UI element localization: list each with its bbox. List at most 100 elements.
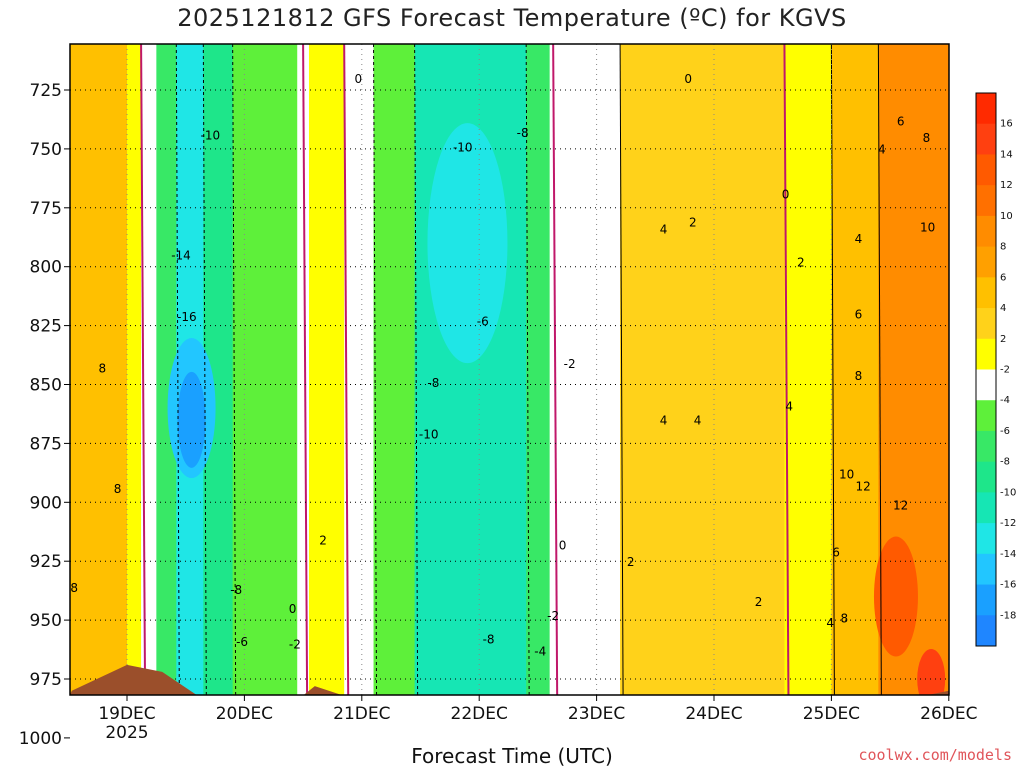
pressure-axis: 725 750 775 800 825 850 875 900 925 950 975 1000 [19, 81, 70, 749]
contour-label-27: 2 [627, 555, 635, 569]
colorbar-label-16: 16 [1000, 119, 1013, 130]
isotherm-8 [877, 44, 882, 695]
contour-label-34: 4 [855, 232, 863, 246]
contour-label-23: 0 [684, 72, 692, 86]
colorbar-swatch-4 [976, 308, 996, 340]
colorbar-label-10: 10 [1000, 211, 1013, 222]
contour-label-31: 4 [785, 399, 793, 413]
x-axis-label: Forecast Time (UTC) [411, 744, 613, 768]
isotherm-1 [202, 44, 207, 695]
contour-label-43: 12 [893, 498, 908, 512]
freezing-contour-2 [343, 44, 350, 695]
contour-label-16: -10 [419, 428, 439, 442]
contour-label-4: 8 [99, 362, 107, 376]
colorbar-swatch-2 [976, 338, 996, 370]
temperature-band-6 [232, 44, 299, 695]
colorbar-label-2: 2 [1000, 334, 1006, 345]
colorbar-swatch-18 [976, 93, 996, 125]
contour-label-1: -10 [201, 128, 221, 142]
temperature-fill-bands [70, 44, 949, 695]
y-tick-label-775: 775 [30, 199, 62, 219]
colorbar-label-6: 6 [1000, 272, 1006, 283]
isotherm-7 [830, 44, 835, 695]
y-tick-label-800: 800 [30, 258, 62, 278]
colorbar-legend: 16 14 12 10 8 6 4 2 -2 -4 -6 -8 -10 -12 -14 -16 -18 [975, 92, 1016, 647]
colorbar-swatch--4 [976, 400, 996, 432]
temperature-band-2 [141, 44, 158, 695]
contour-label-12: -10 [453, 140, 473, 154]
colorbar-swatch-12 [976, 185, 996, 217]
temperature-band-1 [127, 44, 143, 695]
contour-label-45: 4 [826, 616, 834, 630]
colorbar-swatch--18 [976, 615, 996, 647]
contour-label-25: 2 [689, 216, 697, 230]
contour-label-38: 10 [920, 220, 935, 234]
x-tick-label-19DEC: 19DEC [98, 704, 155, 724]
y-tick-label-725: 725 [30, 81, 62, 101]
isotherm-5 [525, 44, 530, 695]
temperature-band-12 [526, 44, 551, 695]
isotherm-3 [373, 44, 378, 695]
y-tick-label-925: 925 [30, 552, 62, 572]
contour-label-19: -4 [534, 644, 546, 658]
contour-label-32: 2 [755, 595, 763, 609]
temperature-band-13 [549, 44, 622, 695]
contour-label-9: 0 [289, 602, 297, 616]
contour-label-18: -8 [483, 633, 495, 647]
contour-label-5: 8 [114, 482, 122, 496]
contour-label-39: 6 [855, 308, 863, 322]
y-tick-label-850: 850 [30, 376, 62, 396]
colorbar-swatch--2 [976, 369, 996, 401]
colorbar-swatch-10 [976, 215, 996, 248]
isotherm-6 [619, 44, 624, 695]
freezing-contour-3 [552, 44, 559, 695]
colorbar-label--10: -10 [1000, 487, 1016, 498]
contour-label-30: 2 [797, 256, 805, 270]
cold-pool-22dec [427, 123, 508, 364]
plot-frame [69, 43, 950, 696]
temperature-band-15 [784, 44, 833, 695]
contour-label-6: 8 [70, 581, 78, 595]
colorbar-swatch--10 [976, 492, 996, 524]
colorbar-label-14: 14 [1000, 149, 1013, 160]
colorbar-swatch-6 [976, 277, 996, 309]
colorbar-label--4: -4 [1000, 395, 1010, 406]
x-year-label: 2025 [105, 723, 148, 743]
contour-label-33: 0 [749, 703, 757, 717]
colorbar-swatch--14 [976, 553, 996, 586]
colorbar-label-8: 8 [1000, 242, 1006, 253]
contour-label-37: 8 [923, 131, 931, 145]
temperature-band-16 [831, 44, 880, 695]
colorbar-swatch--8 [976, 461, 996, 493]
colorbar-label-4: 4 [1000, 303, 1006, 314]
x-tick-label-23DEC: 23DEC [568, 704, 625, 724]
contour-label-3: -16 [177, 310, 197, 324]
temperature-band-8 [308, 44, 346, 695]
colorbar-label-12: 12 [1000, 180, 1013, 191]
warm-core-26dec [873, 536, 918, 657]
colorbar-swatch-14 [976, 154, 996, 186]
colorbar-label--16: -16 [1000, 580, 1016, 591]
x-tick-label-25DEC: 25DEC [803, 704, 860, 724]
freezing-contour-1 [302, 44, 309, 695]
colorbar-label--2: -2 [1000, 365, 1010, 376]
source-credit: coolwx.com/models [858, 746, 1012, 764]
time-axis: 19DEC 20DEC 21DEC 22DEC 23DEC 24DEC 25DEC 26DEC… [98, 695, 977, 743]
contour-label-15: -8 [427, 376, 439, 390]
contour-label-40: 8 [855, 369, 863, 383]
x-tick-label-22DEC: 22DEC [451, 704, 508, 724]
colorbar-label--14: -14 [1000, 549, 1016, 560]
y-tick-label-975: 975 [30, 670, 62, 690]
y-tick-label-1000: 1000 [19, 729, 62, 749]
contour-label-11: 2 [319, 534, 327, 548]
freezing-contour-0 [140, 44, 147, 695]
colorbar-swatch--16 [976, 584, 996, 616]
contour-label-17: -2 [564, 357, 576, 371]
contour-label-35: 4 [878, 143, 886, 157]
x-tick-label-24DEC: 24DEC [685, 704, 742, 724]
contour-label-26: 4 [660, 223, 668, 237]
temperature-band-10 [373, 44, 416, 695]
contour-label-2: -14 [171, 249, 191, 263]
contour-label-29: 4 [694, 414, 702, 428]
y-tick-label-900: 900 [30, 493, 62, 513]
